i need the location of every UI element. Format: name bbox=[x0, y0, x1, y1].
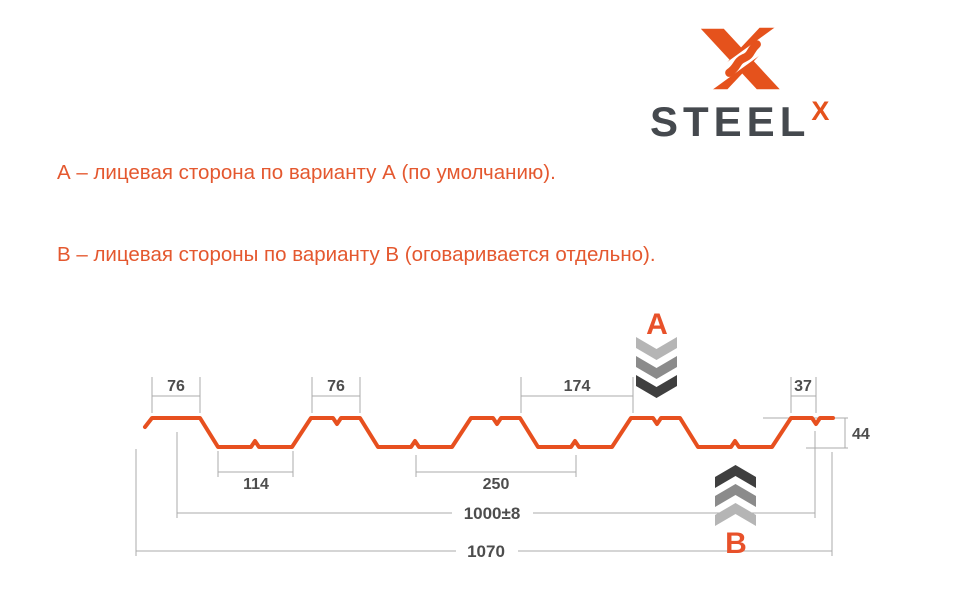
side-a-chevron-down-icon bbox=[636, 337, 677, 398]
dim-top-flange-2-label: 76 bbox=[327, 378, 345, 395]
profile-outline bbox=[143, 416, 835, 449]
dim-overall-width-label: 1070 bbox=[467, 542, 505, 561]
note-variant-b: В – лицевая стороны по варианту В (огова… bbox=[57, 243, 656, 266]
logo-wordmark-text: STEEL bbox=[650, 98, 811, 145]
logo-x-mark: X bbox=[811, 96, 830, 126]
chevron-down-icon bbox=[636, 356, 677, 379]
side-b-label: B bbox=[725, 527, 747, 560]
side-a-label: A bbox=[646, 308, 668, 341]
steelx-logo: STEELX bbox=[650, 0, 910, 160]
chevron-up-icon bbox=[715, 465, 756, 488]
chevron-down-icon bbox=[636, 337, 677, 360]
steelx-logo-icon bbox=[700, 27, 786, 90]
chevron-down-icon bbox=[636, 375, 677, 398]
chevron-up-icon bbox=[715, 503, 756, 526]
side-b-marker: B bbox=[715, 465, 756, 560]
dim-top-gap-label: 174 bbox=[564, 378, 591, 395]
dim-edge-flange-label: 37 bbox=[794, 378, 812, 395]
logo-stitch-squiggle bbox=[725, 40, 761, 77]
side-b-chevron-up-icon bbox=[715, 465, 756, 526]
dim-valley-width-label: 114 bbox=[243, 476, 269, 493]
dim-top-flange-1-label: 76 bbox=[167, 378, 185, 395]
chevron-up-icon bbox=[715, 484, 756, 507]
note-variant-a: А – лицевая сторона по варианту А (по ум… bbox=[57, 161, 556, 184]
dim-height-label: 44 bbox=[852, 426, 870, 443]
logo-wordmark: STEELX bbox=[650, 96, 830, 146]
side-a-marker: A bbox=[636, 308, 677, 398]
dim-rib-pitch-label: 250 bbox=[483, 476, 510, 493]
dim-working-width-label: 1000±8 bbox=[464, 504, 521, 523]
dimension-lines bbox=[135, 377, 848, 556]
